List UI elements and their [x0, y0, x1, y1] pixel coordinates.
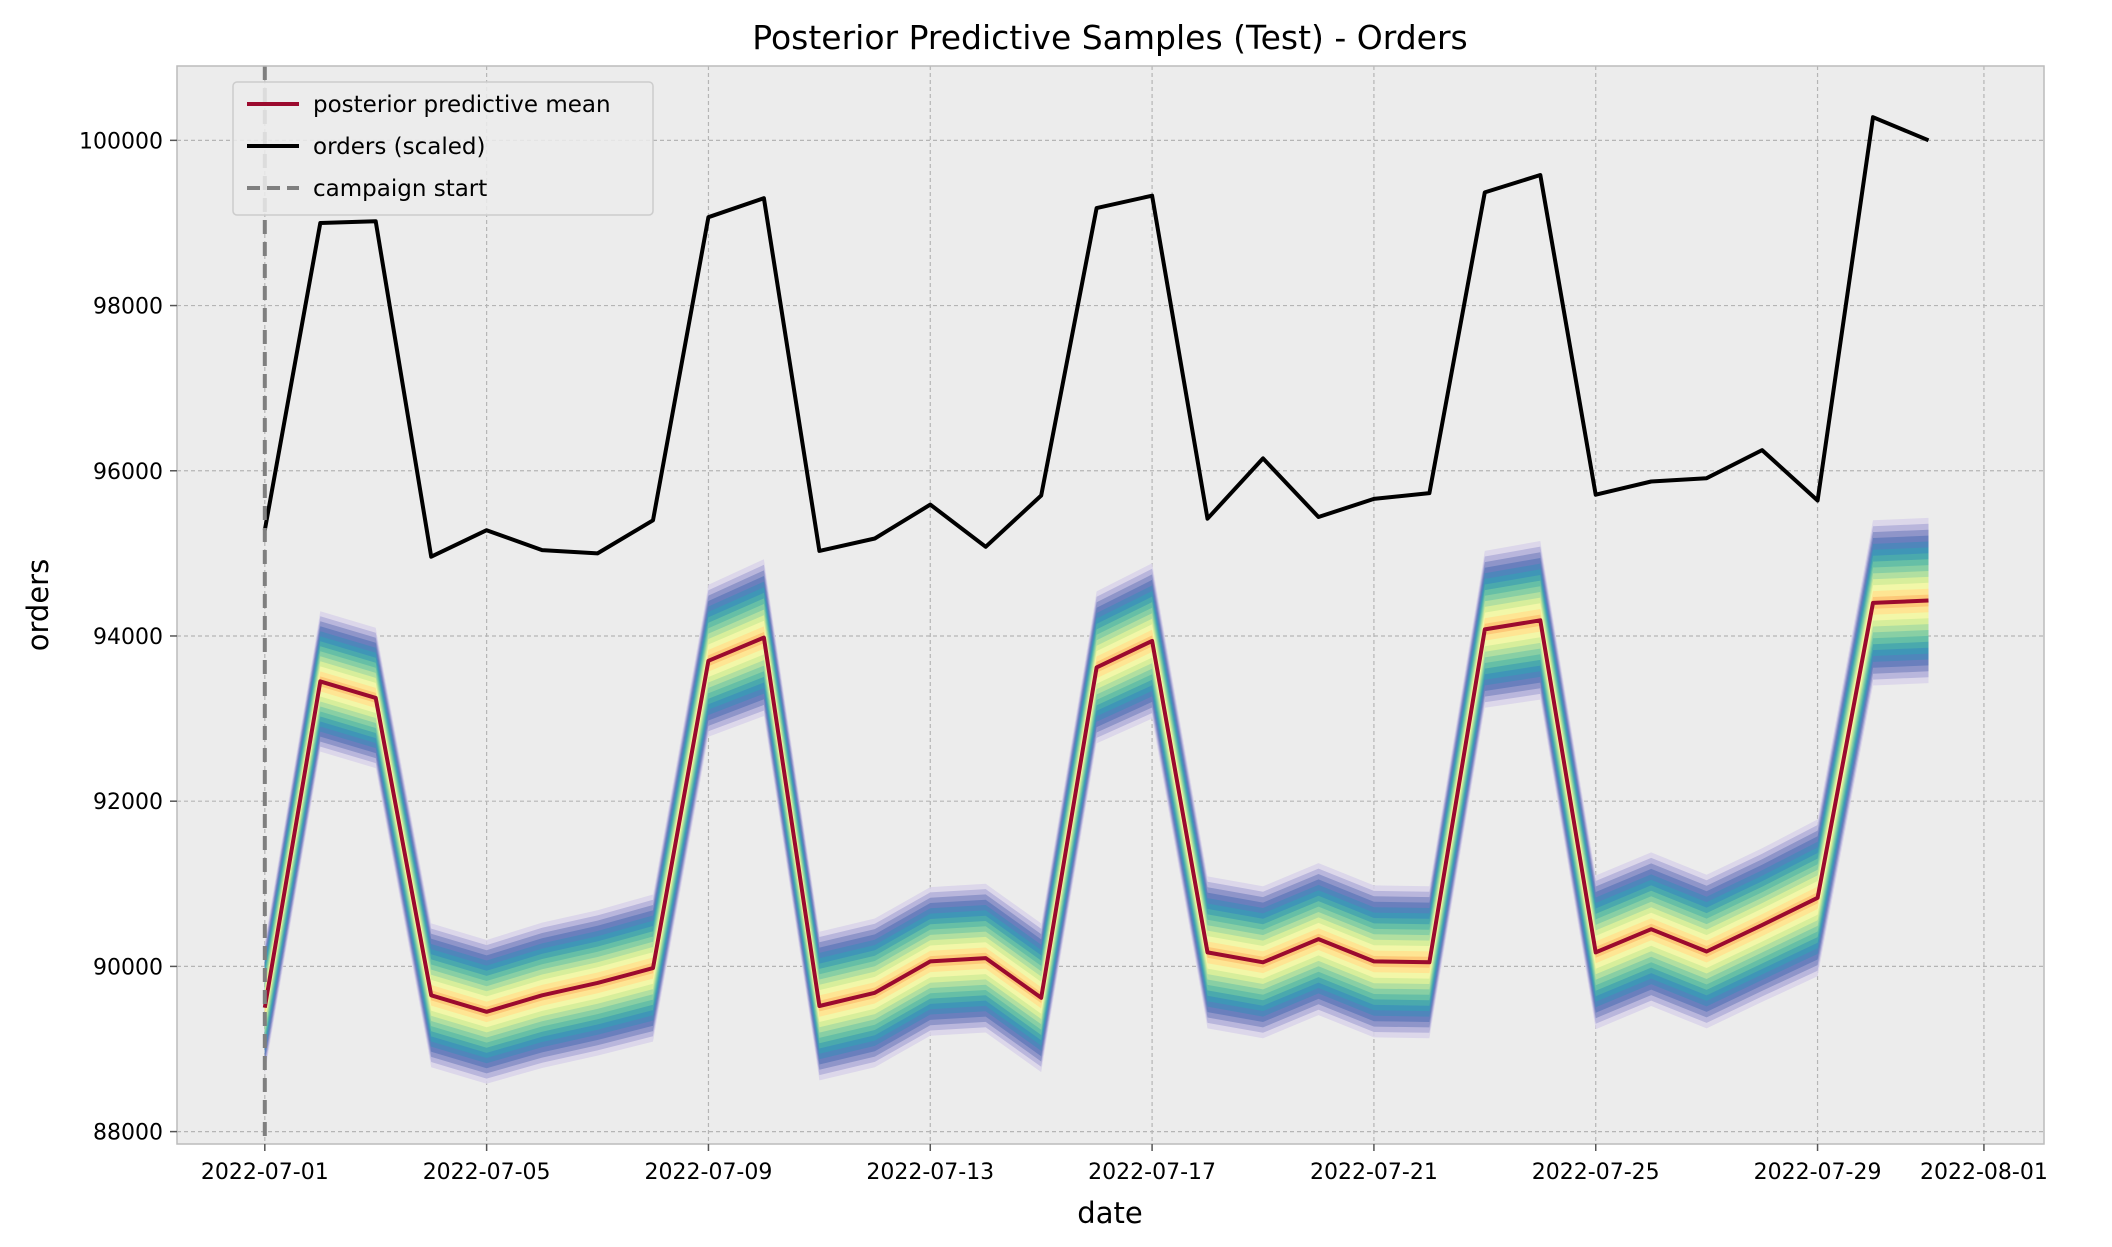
- plot-frame: [176, 65, 2045, 1145]
- x-tick-label: 2022-07-01: [201, 1160, 329, 1185]
- legend-box: [232, 81, 654, 216]
- y-tick-label: 100000: [79, 129, 163, 154]
- legend-label-mean: posterior predictive mean: [313, 92, 611, 118]
- posterior-mean-line: [262, 598, 1929, 1014]
- series-lines: [262, 115, 1930, 1014]
- y-tick-label: 96000: [93, 460, 163, 485]
- posterior-band: [264, 547, 1929, 1058]
- y-tick-label: 92000: [93, 790, 163, 815]
- y-axis-ticks: 88000 90000 92000 94000 96000 98000 100000: [79, 129, 177, 1146]
- x-tick-label: 2022-07-29: [1754, 1160, 1882, 1185]
- legend-label-orders: orders (scaled): [313, 134, 485, 160]
- y-axis-title: orders: [21, 559, 55, 651]
- x-tick-label: 2022-07-09: [645, 1160, 773, 1185]
- x-tick-label: 2022-07-25: [1532, 1160, 1660, 1185]
- y-tick-label: 90000: [93, 955, 163, 980]
- legend-label-campaign: campaign start: [313, 176, 487, 202]
- x-tick-label: 2022-07-21: [1310, 1160, 1438, 1185]
- orders-scaled-line: [262, 115, 1930, 559]
- x-tick-label: 2022-07-13: [866, 1160, 994, 1185]
- x-tick-label: 2022-08-01: [1920, 1160, 2048, 1185]
- legend: posterior predictive mean orders (scaled…: [232, 81, 654, 216]
- x-axis-ticks: 2022-07-01 2022-07-05 2022-07-09 2022-07-13…: [201, 1144, 2048, 1185]
- x-tick-label: 2022-07-05: [423, 1160, 551, 1185]
- x-tick-label: 2022-07-17: [1088, 1160, 1216, 1185]
- y-tick-label: 94000: [93, 625, 163, 650]
- x-axis-title: date: [1077, 1196, 1142, 1230]
- y-tick-label: 98000: [93, 295, 163, 320]
- chart-title: Posterior Predictive Samples (Test) - Or…: [752, 18, 1468, 57]
- y-tick-label: 88000: [93, 1121, 163, 1146]
